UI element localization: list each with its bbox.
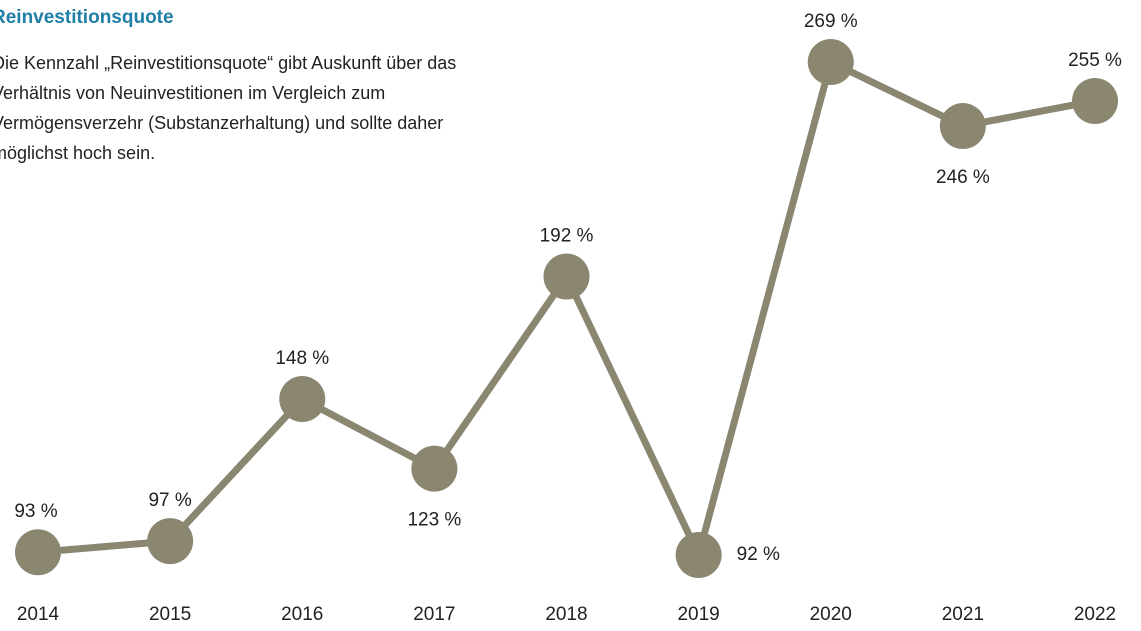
line: [37, 57, 1096, 566]
chart-title: Reinvestitionsquote: [0, 7, 174, 28]
data-label: 269 %: [804, 11, 858, 32]
x-tick-label: 2015: [149, 604, 191, 625]
x-tick-label: 2018: [545, 604, 587, 625]
marker: [411, 445, 458, 492]
x-tick-label: 2014: [17, 604, 60, 625]
x-tick-label: 2016: [281, 604, 323, 625]
marker: [543, 253, 590, 300]
data-label: 246 %: [936, 167, 990, 188]
data-label: 92 %: [737, 544, 780, 565]
x-tick-label: 2021: [942, 604, 984, 625]
marker: [1072, 77, 1118, 124]
marker: [15, 529, 61, 576]
x-tick-label: 2017: [413, 604, 455, 625]
subtitle-text: Die Kennzahl „Reinvestitionsquote“ gibt …: [0, 53, 456, 163]
x-tick-label: 2022: [1074, 604, 1116, 625]
marker: [675, 532, 722, 578]
marker: [807, 39, 854, 85]
marker: [279, 376, 326, 423]
data-label: 97 %: [148, 490, 191, 511]
data-label: 148 %: [275, 348, 329, 369]
chart-subtitle: Die Kennzahl „Reinvestitionsquote“ gibt …: [0, 53, 456, 163]
data-label: 255 %: [1068, 50, 1122, 71]
x-tick-label: 2019: [677, 604, 719, 625]
data-label: 123 %: [407, 510, 461, 531]
marker: [939, 103, 986, 150]
marker: [147, 518, 194, 565]
data-label: 93 %: [14, 501, 57, 522]
data-label: 192 %: [540, 225, 594, 246]
x-tick-label: 2020: [810, 604, 852, 625]
